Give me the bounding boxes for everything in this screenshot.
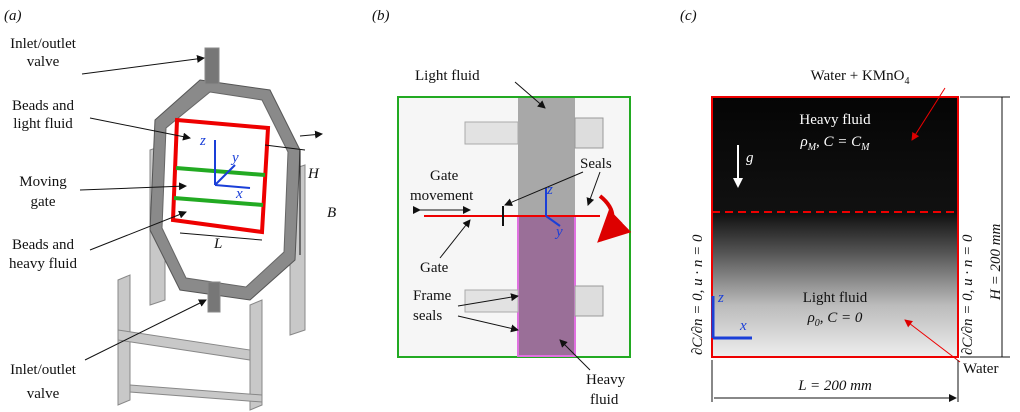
label: seals — [413, 308, 442, 324]
heavy-column — [518, 216, 575, 356]
text-part: , C = C — [816, 134, 862, 150]
axis-label: y — [230, 150, 239, 166]
label: ∂C/∂n = 0, u · n = 0 — [690, 234, 706, 355]
label: Water + KMnO4 — [811, 68, 910, 87]
text-part: 4 — [904, 76, 909, 87]
axis-label: x — [739, 318, 747, 334]
label: Inlet/outlet — [10, 362, 77, 378]
label: valve — [27, 386, 60, 402]
text-part: Water + KMnO — [811, 68, 905, 84]
label: Light fluid — [803, 290, 868, 306]
panel-label: (a) — [4, 8, 22, 24]
text-part: M — [860, 142, 870, 153]
label: valve — [27, 54, 60, 70]
stand — [118, 48, 305, 410]
label: Beads and — [12, 237, 75, 253]
label: Inlet/outlet — [10, 36, 77, 52]
label: ∂C/∂n = 0, u · n = 0 — [960, 234, 976, 355]
label: Water — [963, 361, 998, 377]
label: Gate — [420, 260, 449, 276]
text-part: ρ — [807, 310, 815, 326]
panel-c: (c) Water + KMnO4 Heavy fluid ρM, C = CM… — [680, 8, 1010, 402]
dim-label: B — [327, 205, 336, 221]
text-part: , C = 0 — [820, 310, 863, 326]
dim-label: L — [213, 236, 222, 252]
label: Light fluid — [415, 68, 480, 84]
label: heavy fluid — [9, 256, 77, 272]
label: Moving — [19, 174, 67, 190]
axis-label: x — [235, 186, 243, 202]
label: Beads and — [12, 98, 75, 114]
label: Gate — [430, 168, 459, 184]
label: Seals — [580, 156, 612, 172]
dim-label: H = 200 mm — [988, 223, 1004, 301]
panel-a: (a) z y x B H L Inlet/outlet valve Beads… — [4, 8, 336, 410]
label: Heavy fluid — [799, 112, 871, 128]
axis-label: z — [199, 133, 206, 149]
panel-label: (c) — [680, 8, 697, 24]
axis-label: z — [717, 290, 724, 306]
axis-label: y — [554, 224, 563, 240]
label: Frame — [413, 288, 452, 304]
dim-label: L = 200 mm — [797, 378, 872, 394]
dim-label: H — [307, 166, 320, 182]
panel-b: (b) z y Light fluid Gate movement Seals … — [372, 8, 630, 408]
axis-label: z — [546, 182, 553, 198]
label: movement — [410, 188, 474, 204]
label: gate — [31, 194, 56, 210]
label: Heavy — [586, 372, 626, 388]
label: light fluid — [13, 116, 73, 132]
panel-label: (b) — [372, 8, 390, 24]
text-part: ρ — [799, 134, 807, 150]
pointer — [300, 134, 322, 136]
label: fluid — [590, 392, 619, 408]
label: g — [746, 150, 754, 166]
figure: (a) z y x B H L Inlet/outlet valve Beads… — [0, 0, 1020, 412]
